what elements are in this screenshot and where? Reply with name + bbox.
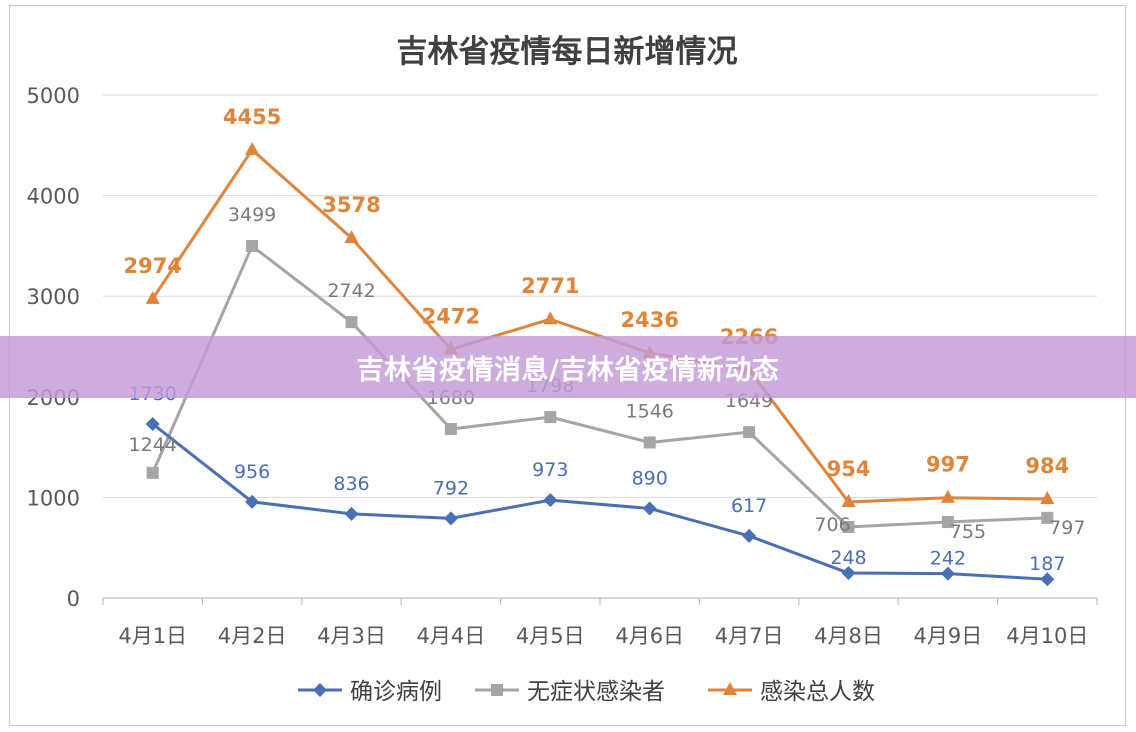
- data-point: [941, 516, 954, 529]
- data-label: 797: [1049, 517, 1085, 539]
- data-point: [543, 493, 558, 508]
- data-point: [245, 141, 260, 155]
- chart-title: 吉林省疫情每日新增情况: [397, 34, 738, 70]
- data-label: 706: [814, 514, 850, 536]
- data-point: [145, 290, 160, 304]
- data-label: 984: [1025, 454, 1069, 478]
- data-point: [1041, 511, 1054, 524]
- data-point: [344, 230, 359, 244]
- data-point: [345, 316, 358, 329]
- x-tick-label: 4月8日: [814, 624, 883, 648]
- data-point: [842, 520, 855, 533]
- x-tick-label: 4月2日: [218, 624, 287, 648]
- y-tick-label: 1000: [27, 486, 80, 510]
- data-point: [1040, 572, 1055, 587]
- data-label: 956: [234, 461, 270, 483]
- data-point: [643, 436, 656, 449]
- series-line: [151, 148, 1048, 504]
- legend-label: 无症状感染者: [527, 679, 665, 705]
- y-tick-label: 0: [67, 587, 80, 611]
- x-tick-label: 4月3日: [317, 624, 386, 648]
- data-label: 3499: [228, 204, 276, 226]
- data-point: [841, 566, 856, 581]
- y-tick-label: 4000: [27, 185, 80, 209]
- legend-label: 确诊病例: [350, 679, 442, 705]
- data-point: [742, 528, 757, 543]
- legend-marker: [491, 684, 503, 696]
- data-label: 2472: [422, 304, 480, 328]
- x-tick-label: 4月7日: [715, 624, 784, 648]
- series-line: [151, 422, 1048, 581]
- data-label: 836: [333, 473, 369, 495]
- data-point: [145, 416, 160, 431]
- series-line: [151, 244, 1048, 529]
- x-tick-label: 4月10日: [1006, 624, 1088, 648]
- x-tick-label: 4月5日: [516, 624, 585, 648]
- x-tick-label: 4月4日: [417, 624, 486, 648]
- data-label: 792: [433, 477, 469, 499]
- x-tick-label: 4月6日: [615, 624, 684, 648]
- data-label: 242: [930, 548, 966, 570]
- data-label: 1546: [626, 400, 674, 422]
- data-point: [443, 511, 458, 526]
- data-point: [544, 411, 557, 424]
- data-label: 187: [1029, 553, 1065, 575]
- overlay-banner: 吉林省疫情消息/吉林省疫情新动态: [0, 336, 1136, 398]
- data-label: 954: [827, 457, 871, 481]
- data-point: [743, 426, 756, 439]
- data-point: [940, 489, 955, 503]
- data-point: [245, 494, 260, 509]
- data-label: 617: [731, 495, 767, 517]
- legend-label: 感染总人数: [760, 679, 875, 705]
- data-point: [841, 494, 856, 508]
- data-label: 248: [830, 547, 866, 569]
- data-point: [940, 566, 955, 581]
- data-point: [444, 422, 457, 435]
- y-tick-label: 3000: [27, 285, 80, 309]
- data-label: 1244: [129, 434, 177, 456]
- data-label: 973: [532, 459, 568, 481]
- data-label: 2436: [620, 308, 678, 332]
- y-tick-label: 5000: [27, 84, 80, 108]
- data-label: 2974: [123, 254, 181, 278]
- data-label: 2771: [521, 274, 579, 298]
- data-label: 4455: [223, 105, 281, 129]
- data-point: [146, 466, 159, 479]
- x-tick-label: 4月9日: [914, 624, 983, 648]
- banner-text: 吉林省疫情消息/吉林省疫情新动态: [356, 354, 780, 386]
- data-point: [344, 506, 359, 521]
- data-label: 2742: [327, 280, 375, 302]
- legend-marker: [313, 683, 327, 697]
- x-tick-label: 4月1日: [118, 624, 187, 648]
- data-label: 890: [632, 467, 668, 489]
- data-point: [642, 501, 657, 516]
- data-label: 755: [950, 521, 986, 543]
- data-label: 997: [926, 453, 970, 477]
- data-point: [246, 240, 259, 253]
- data-label: 3578: [322, 193, 380, 217]
- data-point: [1040, 491, 1055, 505]
- legend-marker: [723, 682, 737, 695]
- data-point: [543, 311, 558, 325]
